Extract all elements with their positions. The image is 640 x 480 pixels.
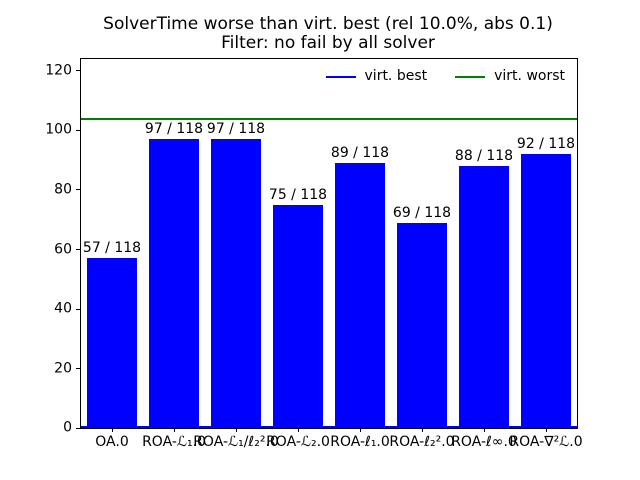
- legend-item-0: virt. best: [325, 68, 428, 85]
- legend: virt. best virt. worst: [325, 68, 565, 85]
- x-tick-0: [111, 428, 113, 432]
- y-tick-1: [76, 368, 80, 369]
- virt-worst-line: [81, 117, 577, 120]
- bar-1: [149, 139, 199, 428]
- y-tick-0: [76, 427, 80, 429]
- bar-5: [397, 222, 447, 428]
- bar-value-label-3: 75 / 118: [268, 186, 328, 203]
- x-tick-7: [545, 428, 547, 432]
- bar-value-label-1: 97 / 118: [144, 121, 204, 138]
- virt-best-line: [81, 426, 577, 428]
- bar-0: [87, 258, 137, 428]
- legend-line-swatch-0: [325, 75, 356, 78]
- legend-label-0: virt. best: [364, 68, 428, 84]
- y-tick-6: [76, 70, 80, 72]
- y-tick-4: [76, 189, 80, 191]
- bar-4: [335, 163, 385, 428]
- y-tick-3: [76, 249, 80, 250]
- y-tick-label-3: 60: [54, 241, 72, 257]
- x-tick-4: [359, 428, 361, 432]
- chart-title-line-1: SolverTime worse than virt. best (rel 10…: [103, 14, 553, 34]
- x-tick-label-5: ROA-ℓ₂².0: [389, 434, 455, 450]
- y-tick-label-5: 100: [45, 121, 72, 138]
- bar-2: [211, 139, 261, 428]
- plot-area: virt. best virt. worst 57 / 118 OA.0 97 / 1…: [45, 58, 583, 450]
- chart-title: SolverTime worse than virt. best (rel 10…: [80, 15, 576, 53]
- bar-value-label-4: 89 / 118: [330, 145, 390, 162]
- legend-line-swatch-1: [455, 75, 486, 78]
- x-tick-2: [235, 428, 237, 432]
- bar-value-label-7: 92 / 118: [516, 136, 576, 153]
- legend-item-1: virt. worst: [455, 68, 565, 85]
- x-tick-label-1: ROA-ℒ₁.0: [142, 434, 206, 450]
- x-tick-1: [173, 428, 175, 432]
- y-tick-label-1: 20: [54, 360, 72, 376]
- x-tick-label-2: ROA-ℒ₁/ℓ₂².0: [193, 434, 279, 450]
- x-tick-label-7: ROA-∇²ℒ.0: [509, 434, 583, 450]
- x-tick-6: [483, 428, 485, 432]
- x-tick-label-6: ROA-ℓ∞.0: [451, 434, 517, 450]
- bar-6: [459, 166, 509, 428]
- bar-value-label-2: 97 / 118: [206, 121, 266, 138]
- legend-label-1: virt. worst: [494, 68, 565, 84]
- x-tick-3: [297, 428, 299, 432]
- y-tick-label-4: 80: [54, 181, 72, 198]
- bar-value-label-5: 69 / 118: [392, 204, 452, 221]
- y-tick-label-0: 0: [63, 419, 72, 436]
- y-tick-label-6: 120: [45, 62, 72, 79]
- bar-value-label-0: 57 / 118: [82, 240, 142, 257]
- bar-3: [273, 204, 323, 428]
- bar-value-label-6: 88 / 118: [454, 148, 514, 165]
- chart-title-line-2: Filter: no fail by all solver: [221, 33, 435, 53]
- x-tick-label-4: ROA-ℓ₁.0: [330, 434, 390, 450]
- x-tick-5: [421, 428, 423, 432]
- x-tick-label-0: OA.0: [95, 434, 129, 450]
- y-tick-2: [76, 308, 80, 310]
- y-tick-5: [76, 129, 80, 131]
- x-tick-label-3: ROA-ℒ₂.0: [266, 434, 330, 450]
- y-tick-label-2: 40: [54, 300, 72, 317]
- bar-7: [521, 154, 571, 428]
